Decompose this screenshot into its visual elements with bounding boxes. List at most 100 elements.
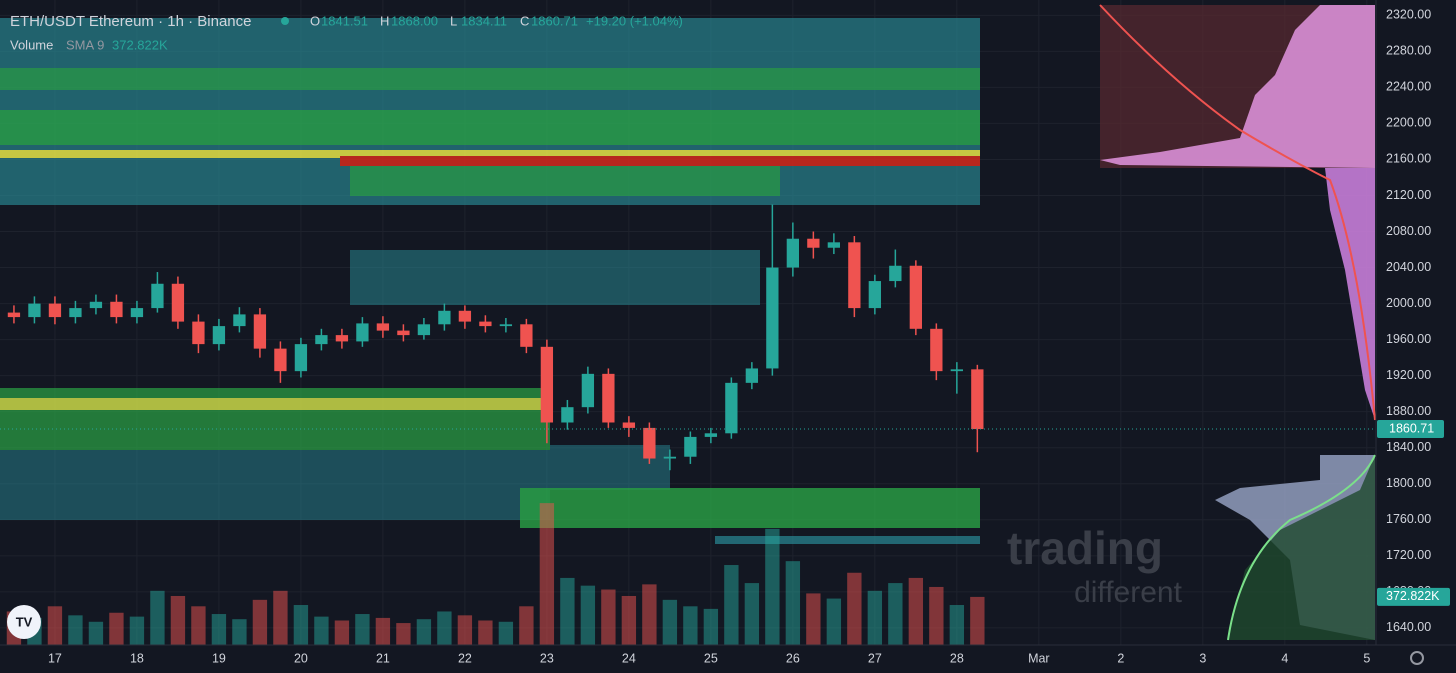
ohlc-value: 1868.00 [391,13,438,28]
ohlc-key: L [450,13,457,28]
candle-body [274,348,287,372]
volume-bar [806,593,821,645]
watermark: trading [1007,522,1163,574]
logo[interactable] [7,605,41,639]
x-tick-label: 24 [622,651,636,665]
volume-profile [1099,4,1376,641]
profile-bars [1100,5,1375,168]
y-tick-label: 1840.00 [1386,440,1431,454]
y-tick-label: 2280.00 [1386,44,1431,58]
candle-body [7,312,21,318]
candle-body [479,321,492,327]
x-tick-label: 19 [212,651,226,665]
ohlc-change: +19.20 (+1.04%) [586,13,683,28]
candle-body [458,310,472,322]
candle-body [233,314,246,327]
ohlc-value: 1860.71 [531,13,578,28]
volume-bar [437,611,452,645]
candle-body [889,265,902,282]
x-tick-label: 4 [1281,651,1288,665]
ohlc-value: 1834.11 [461,13,507,28]
candle-body [950,369,963,372]
candle-body [294,344,308,372]
volume-bar [908,577,924,645]
x-tick-label: 28 [950,651,964,665]
profile-curve [1099,4,1376,421]
volume-sma: SMA 9 [66,37,104,52]
candle-body [417,324,431,336]
heat-zone [0,110,980,145]
y-tick-label: 2320.00 [1386,8,1431,22]
volume-bar [949,605,965,645]
volume-bar [519,606,534,645]
volume-bar [478,620,493,645]
x-tick-label: 27 [868,651,882,665]
y-tick-label: 2120.00 [1386,188,1431,202]
candle-body [356,323,369,342]
heat-zone [350,250,760,305]
volume-bar [47,606,63,645]
volume-bar [498,621,514,645]
candle-body [397,330,410,336]
y-tick-label: 2160.00 [1386,152,1431,166]
candle-body [130,308,144,318]
volume-bar [457,615,473,645]
volume-bar [191,606,206,645]
volume-bar [539,503,555,645]
volume-bar [150,590,165,645]
candle-body [253,314,267,349]
candle-body [602,373,615,423]
y-tick-label: 1760.00 [1386,512,1431,526]
volume-bar [929,586,944,645]
candle-body [909,265,922,329]
profile-curve [1227,454,1376,641]
volume-bar [785,561,801,645]
volume-bar [744,583,760,645]
candle-body [663,456,677,459]
candle-body [827,242,841,248]
candle-body [89,301,103,309]
ohlc-value: 1841.51 [321,13,368,28]
watermark: different [1074,576,1183,609]
heat-zone [0,68,980,90]
x-tick-label: 22 [458,651,472,665]
x-tick-label: 23 [540,651,554,665]
volume-bar [293,605,309,645]
volume-bar [662,599,678,645]
volume-bar [375,617,391,645]
x-tick-label: 26 [786,651,800,665]
volume-bar [703,608,719,645]
volume-bar [109,612,124,645]
candle-body [212,326,226,345]
volume-bar [601,589,616,645]
y-tick-label: 1960.00 [1386,332,1431,346]
price-axis [1376,0,1456,673]
volume-bar [560,577,575,645]
volume-bar [867,590,883,645]
candle-body [930,328,943,372]
candle-body [868,281,882,309]
candle-body [540,346,554,423]
profile-zone [1228,455,1375,640]
volume-bar [765,528,780,645]
y-tick-label: 1920.00 [1386,368,1431,382]
ohlc-key: C [520,13,529,28]
profile-bars [1325,168,1375,420]
volume-bar [888,583,903,645]
volume-bar [847,572,862,645]
candle-body [786,238,800,268]
y-tick-label: 1880.00 [1386,404,1431,418]
volume-bar [232,619,247,645]
volume-tag [1377,587,1450,606]
candle-body [684,436,697,457]
volume-bar [355,614,370,645]
x-tick-label: 3 [1199,651,1206,665]
y-tick-label: 1720.00 [1386,548,1431,562]
candle-body [766,267,779,369]
candle-body [807,238,820,248]
candle-body [622,422,636,428]
settings-icon[interactable] [1410,651,1424,665]
candle-body [561,407,574,423]
y-tick-label: 1640.00 [1386,620,1431,634]
